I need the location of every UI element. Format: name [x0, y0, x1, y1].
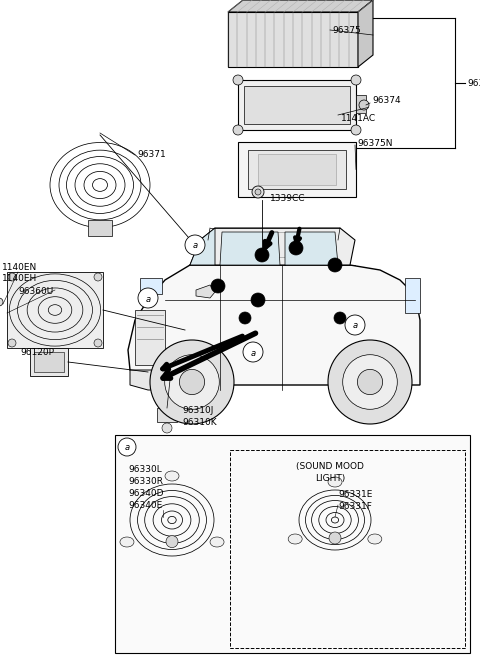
Ellipse shape	[328, 477, 342, 487]
Circle shape	[343, 355, 397, 409]
Text: 1140EH: 1140EH	[2, 274, 37, 283]
Bar	[88, 220, 112, 236]
Bar	[244, 86, 350, 124]
Text: a: a	[192, 241, 198, 251]
Text: 1141AC: 1141AC	[341, 114, 376, 123]
Bar	[405, 278, 420, 313]
Text: 96360U: 96360U	[18, 287, 53, 296]
Text: 96375: 96375	[332, 26, 361, 35]
Polygon shape	[190, 228, 355, 265]
Text: (SOUND MOOD: (SOUND MOOD	[296, 462, 364, 471]
Text: 96340D: 96340D	[128, 489, 164, 498]
Polygon shape	[285, 232, 338, 265]
Circle shape	[334, 312, 346, 324]
Bar	[258, 154, 336, 185]
Circle shape	[328, 258, 342, 272]
Circle shape	[94, 339, 102, 347]
Bar	[230, 450, 465, 648]
Circle shape	[328, 340, 412, 424]
Text: 96310J: 96310J	[182, 406, 214, 415]
Circle shape	[8, 273, 16, 281]
Circle shape	[150, 340, 234, 424]
Text: a: a	[251, 348, 255, 358]
Circle shape	[166, 535, 178, 548]
Circle shape	[162, 423, 172, 433]
Text: a: a	[145, 295, 151, 304]
Text: a: a	[352, 321, 358, 331]
Circle shape	[351, 75, 361, 85]
Bar	[157, 408, 177, 422]
Text: 1140EN: 1140EN	[2, 263, 37, 272]
Bar	[135, 310, 165, 365]
Circle shape	[351, 125, 361, 135]
Circle shape	[345, 315, 365, 335]
Ellipse shape	[165, 471, 179, 481]
Text: 96331F: 96331F	[338, 502, 372, 511]
Circle shape	[243, 342, 263, 362]
Circle shape	[8, 339, 16, 347]
Bar	[140, 278, 162, 294]
Circle shape	[185, 235, 205, 255]
Ellipse shape	[120, 537, 134, 547]
Circle shape	[118, 438, 136, 456]
Circle shape	[358, 369, 383, 395]
Bar	[248, 150, 346, 189]
Bar	[356, 95, 366, 112]
Polygon shape	[130, 370, 180, 390]
Text: 1339CC: 1339CC	[270, 194, 305, 203]
Polygon shape	[358, 0, 373, 67]
Bar	[30, 348, 68, 376]
Circle shape	[180, 369, 204, 395]
Circle shape	[0, 298, 3, 306]
Ellipse shape	[368, 534, 382, 544]
Text: 96375N: 96375N	[357, 139, 393, 148]
Circle shape	[252, 186, 264, 198]
Bar	[238, 142, 356, 197]
Text: 96371: 96371	[137, 150, 166, 159]
Polygon shape	[196, 285, 215, 298]
Circle shape	[165, 355, 219, 409]
Polygon shape	[128, 265, 420, 385]
Circle shape	[233, 75, 243, 85]
Text: a: a	[124, 443, 130, 453]
Text: LIGHT): LIGHT)	[315, 474, 345, 483]
Text: 96374: 96374	[372, 96, 401, 105]
Text: 96331E: 96331E	[338, 490, 372, 499]
Text: 96310K: 96310K	[182, 418, 216, 427]
Circle shape	[255, 189, 261, 195]
Bar	[7, 272, 103, 348]
Circle shape	[94, 273, 102, 281]
Ellipse shape	[210, 537, 224, 547]
Text: 96120P: 96120P	[20, 348, 54, 357]
Circle shape	[359, 100, 369, 110]
Circle shape	[211, 279, 225, 293]
Circle shape	[289, 241, 303, 255]
Bar	[34, 352, 64, 372]
Bar	[228, 12, 358, 67]
Circle shape	[138, 288, 158, 308]
Bar	[238, 80, 356, 130]
Bar	[115, 435, 470, 653]
Polygon shape	[190, 228, 215, 265]
Text: 96371E: 96371E	[467, 79, 480, 88]
Ellipse shape	[288, 534, 302, 544]
Text: 96340E: 96340E	[128, 501, 162, 510]
Circle shape	[255, 248, 269, 262]
Circle shape	[251, 293, 265, 307]
Circle shape	[239, 312, 251, 324]
Text: 96330R: 96330R	[128, 477, 163, 486]
Bar	[222, 232, 322, 257]
Text: 96330L: 96330L	[128, 465, 162, 474]
Polygon shape	[220, 232, 280, 265]
Circle shape	[233, 125, 243, 135]
Circle shape	[329, 532, 341, 544]
Polygon shape	[228, 0, 373, 12]
